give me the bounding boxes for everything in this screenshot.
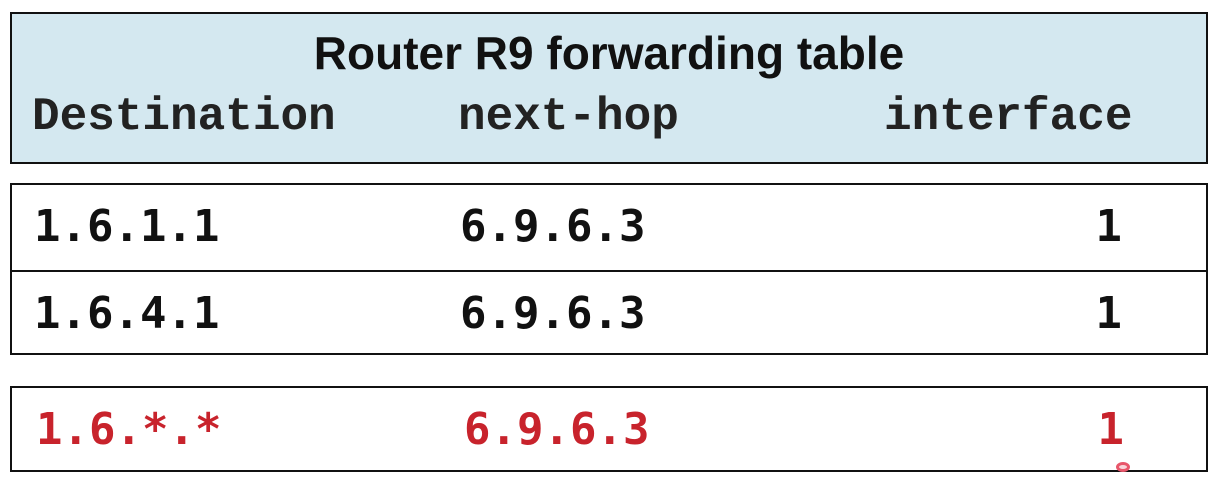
destination-cell: 1.6.4.1 xyxy=(34,288,220,339)
next-hop-cell: 6.9.6.3 xyxy=(464,404,650,455)
table-row: 1.6.*.* 6.9.6.3 1 xyxy=(12,388,1206,473)
next-hop-cell: 6.9.6.3 xyxy=(460,288,646,339)
aggregated-entry: 1.6.*.* 6.9.6.3 1 xyxy=(10,386,1208,472)
original-entries: 1.6.1.1 6.9.6.3 1 1.6.4.1 6.9.6.3 1 xyxy=(10,183,1208,355)
table-header: Router R9 forwarding table Destination n… xyxy=(10,12,1208,164)
column-header-interface: interface xyxy=(884,91,1133,143)
next-hop-cell: 6.9.6.3 xyxy=(460,201,646,252)
column-header-destination: Destination xyxy=(32,91,336,143)
interface-cell: 1 xyxy=(1095,201,1123,252)
cursor-indicator-icon xyxy=(1116,462,1130,472)
interface-cell: 1 xyxy=(1095,288,1123,339)
column-header-next-hop: next-hop xyxy=(458,91,679,143)
destination-cell: 1.6.1.1 xyxy=(34,201,220,252)
interface-cell: 1 xyxy=(1097,404,1125,455)
table-row: 1.6.1.1 6.9.6.3 1 xyxy=(12,185,1206,270)
destination-cell: 1.6.*.* xyxy=(36,404,222,455)
table-row: 1.6.4.1 6.9.6.3 1 xyxy=(12,270,1206,357)
table-title: Router R9 forwarding table xyxy=(313,27,905,79)
